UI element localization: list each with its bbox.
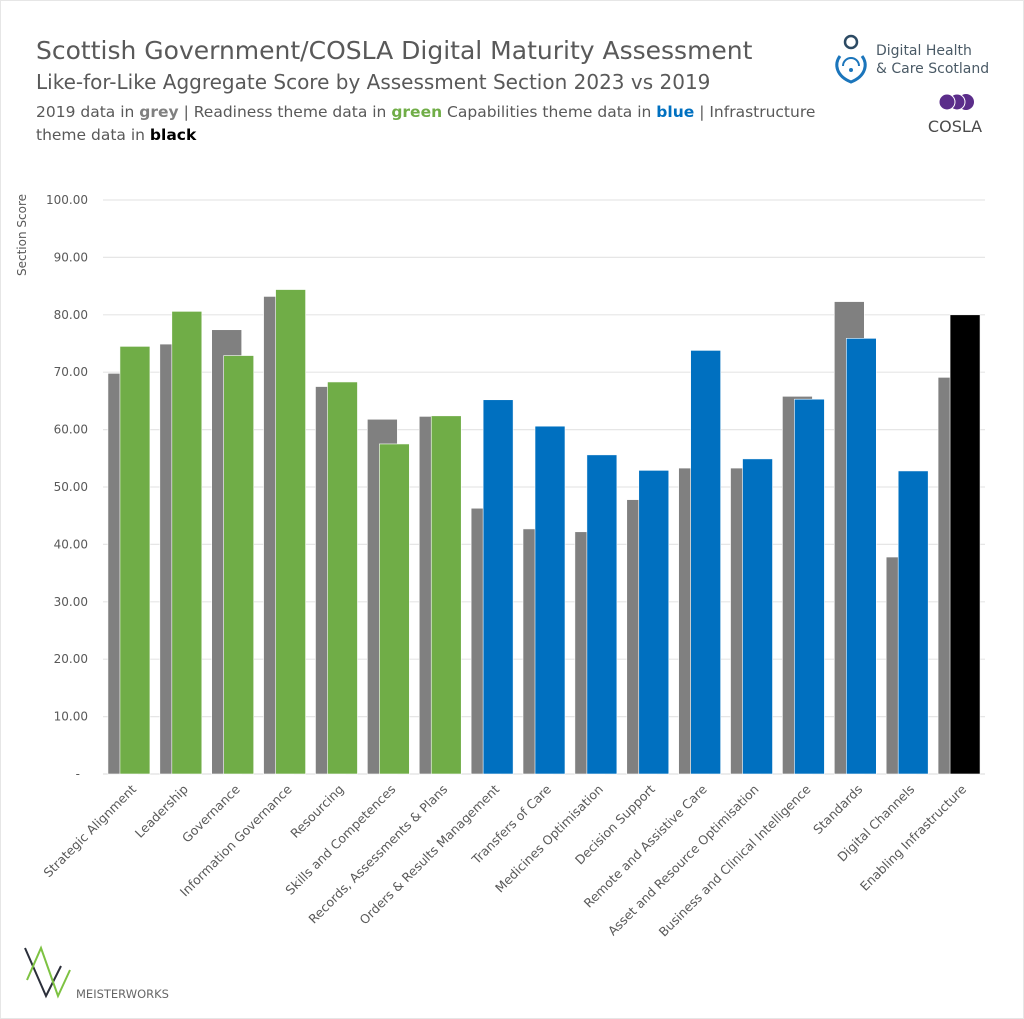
dhcs-logo-line2: & Care Scotland	[876, 61, 989, 77]
x-tick-label: Strategic Alignment	[40, 781, 139, 880]
bar-2023	[794, 398, 825, 775]
x-tick-label: Enabling Infrastructure	[857, 781, 969, 893]
legend-segment: | Readiness theme data in	[179, 103, 392, 121]
dhcs-logo-line1: Digital Health	[876, 43, 972, 59]
bar-2023	[534, 425, 566, 775]
dhcs-logo: Digital Health & Care Scotland	[835, 34, 989, 84]
y-tick-label: 100.00	[46, 193, 88, 207]
legend-segment: 2019 data in	[36, 103, 139, 121]
bar-2023	[897, 470, 929, 775]
logo-heart-icon	[835, 55, 867, 84]
bar-2023	[949, 314, 981, 775]
bar-2023	[430, 415, 462, 775]
bar-2023	[171, 311, 203, 775]
y-tick-label: 30.00	[54, 595, 88, 609]
chart-subtitle: Like-for-Like Aggregate Score by Assessm…	[36, 70, 710, 94]
legend-segment: blue	[656, 103, 694, 121]
y-axis-label: Section Score	[15, 194, 29, 276]
y-tick-label: 90.00	[54, 250, 88, 264]
bar-2023	[379, 443, 410, 775]
bar-2023	[223, 355, 255, 775]
bar-2023	[586, 454, 618, 775]
y-tick-label: 60.00	[54, 423, 88, 437]
bar-2023	[845, 338, 877, 775]
y-tick-label: 40.00	[54, 537, 88, 551]
bar-2023	[482, 399, 514, 775]
y-tick-label: -	[76, 767, 80, 781]
legend-line-1: 2019 data in grey | Readiness theme data…	[36, 103, 815, 121]
cosla-logo-text: COSLA	[928, 117, 982, 136]
legend-segment: grey	[139, 103, 178, 121]
bar-2023	[742, 458, 773, 775]
bar-2023	[690, 350, 721, 775]
y-tick-label: 10.00	[54, 710, 88, 724]
y-tick-label: 50.00	[54, 480, 88, 494]
bar-2023	[275, 289, 306, 775]
meisterworks-logo-text: MEISTERWORKS	[76, 987, 169, 1001]
bar-2023	[327, 381, 358, 775]
y-tick-label: 70.00	[54, 365, 88, 379]
legend-segment: Capabilities theme data in	[442, 103, 656, 121]
legend-segment: | Infrastructure	[694, 103, 815, 121]
bar-2023	[638, 470, 670, 775]
y-tick-label: 20.00	[54, 652, 88, 666]
legend-segment: green	[391, 103, 442, 121]
meisterworks-logo: MEISTERWORKS	[24, 945, 169, 1001]
logo-head-icon	[843, 34, 859, 50]
x-tick-label: Standards	[810, 782, 865, 837]
chart-title: Scottish Government/COSLA Digital Maturi…	[36, 36, 753, 65]
cosla-logo: COSLA	[928, 93, 982, 136]
y-tick-label: 80.00	[54, 308, 88, 322]
legend-segment: theme data in	[36, 126, 150, 144]
legend-segment: black	[150, 126, 197, 144]
legend-line-2: theme data in black	[36, 126, 197, 144]
bar-2023	[119, 346, 151, 775]
